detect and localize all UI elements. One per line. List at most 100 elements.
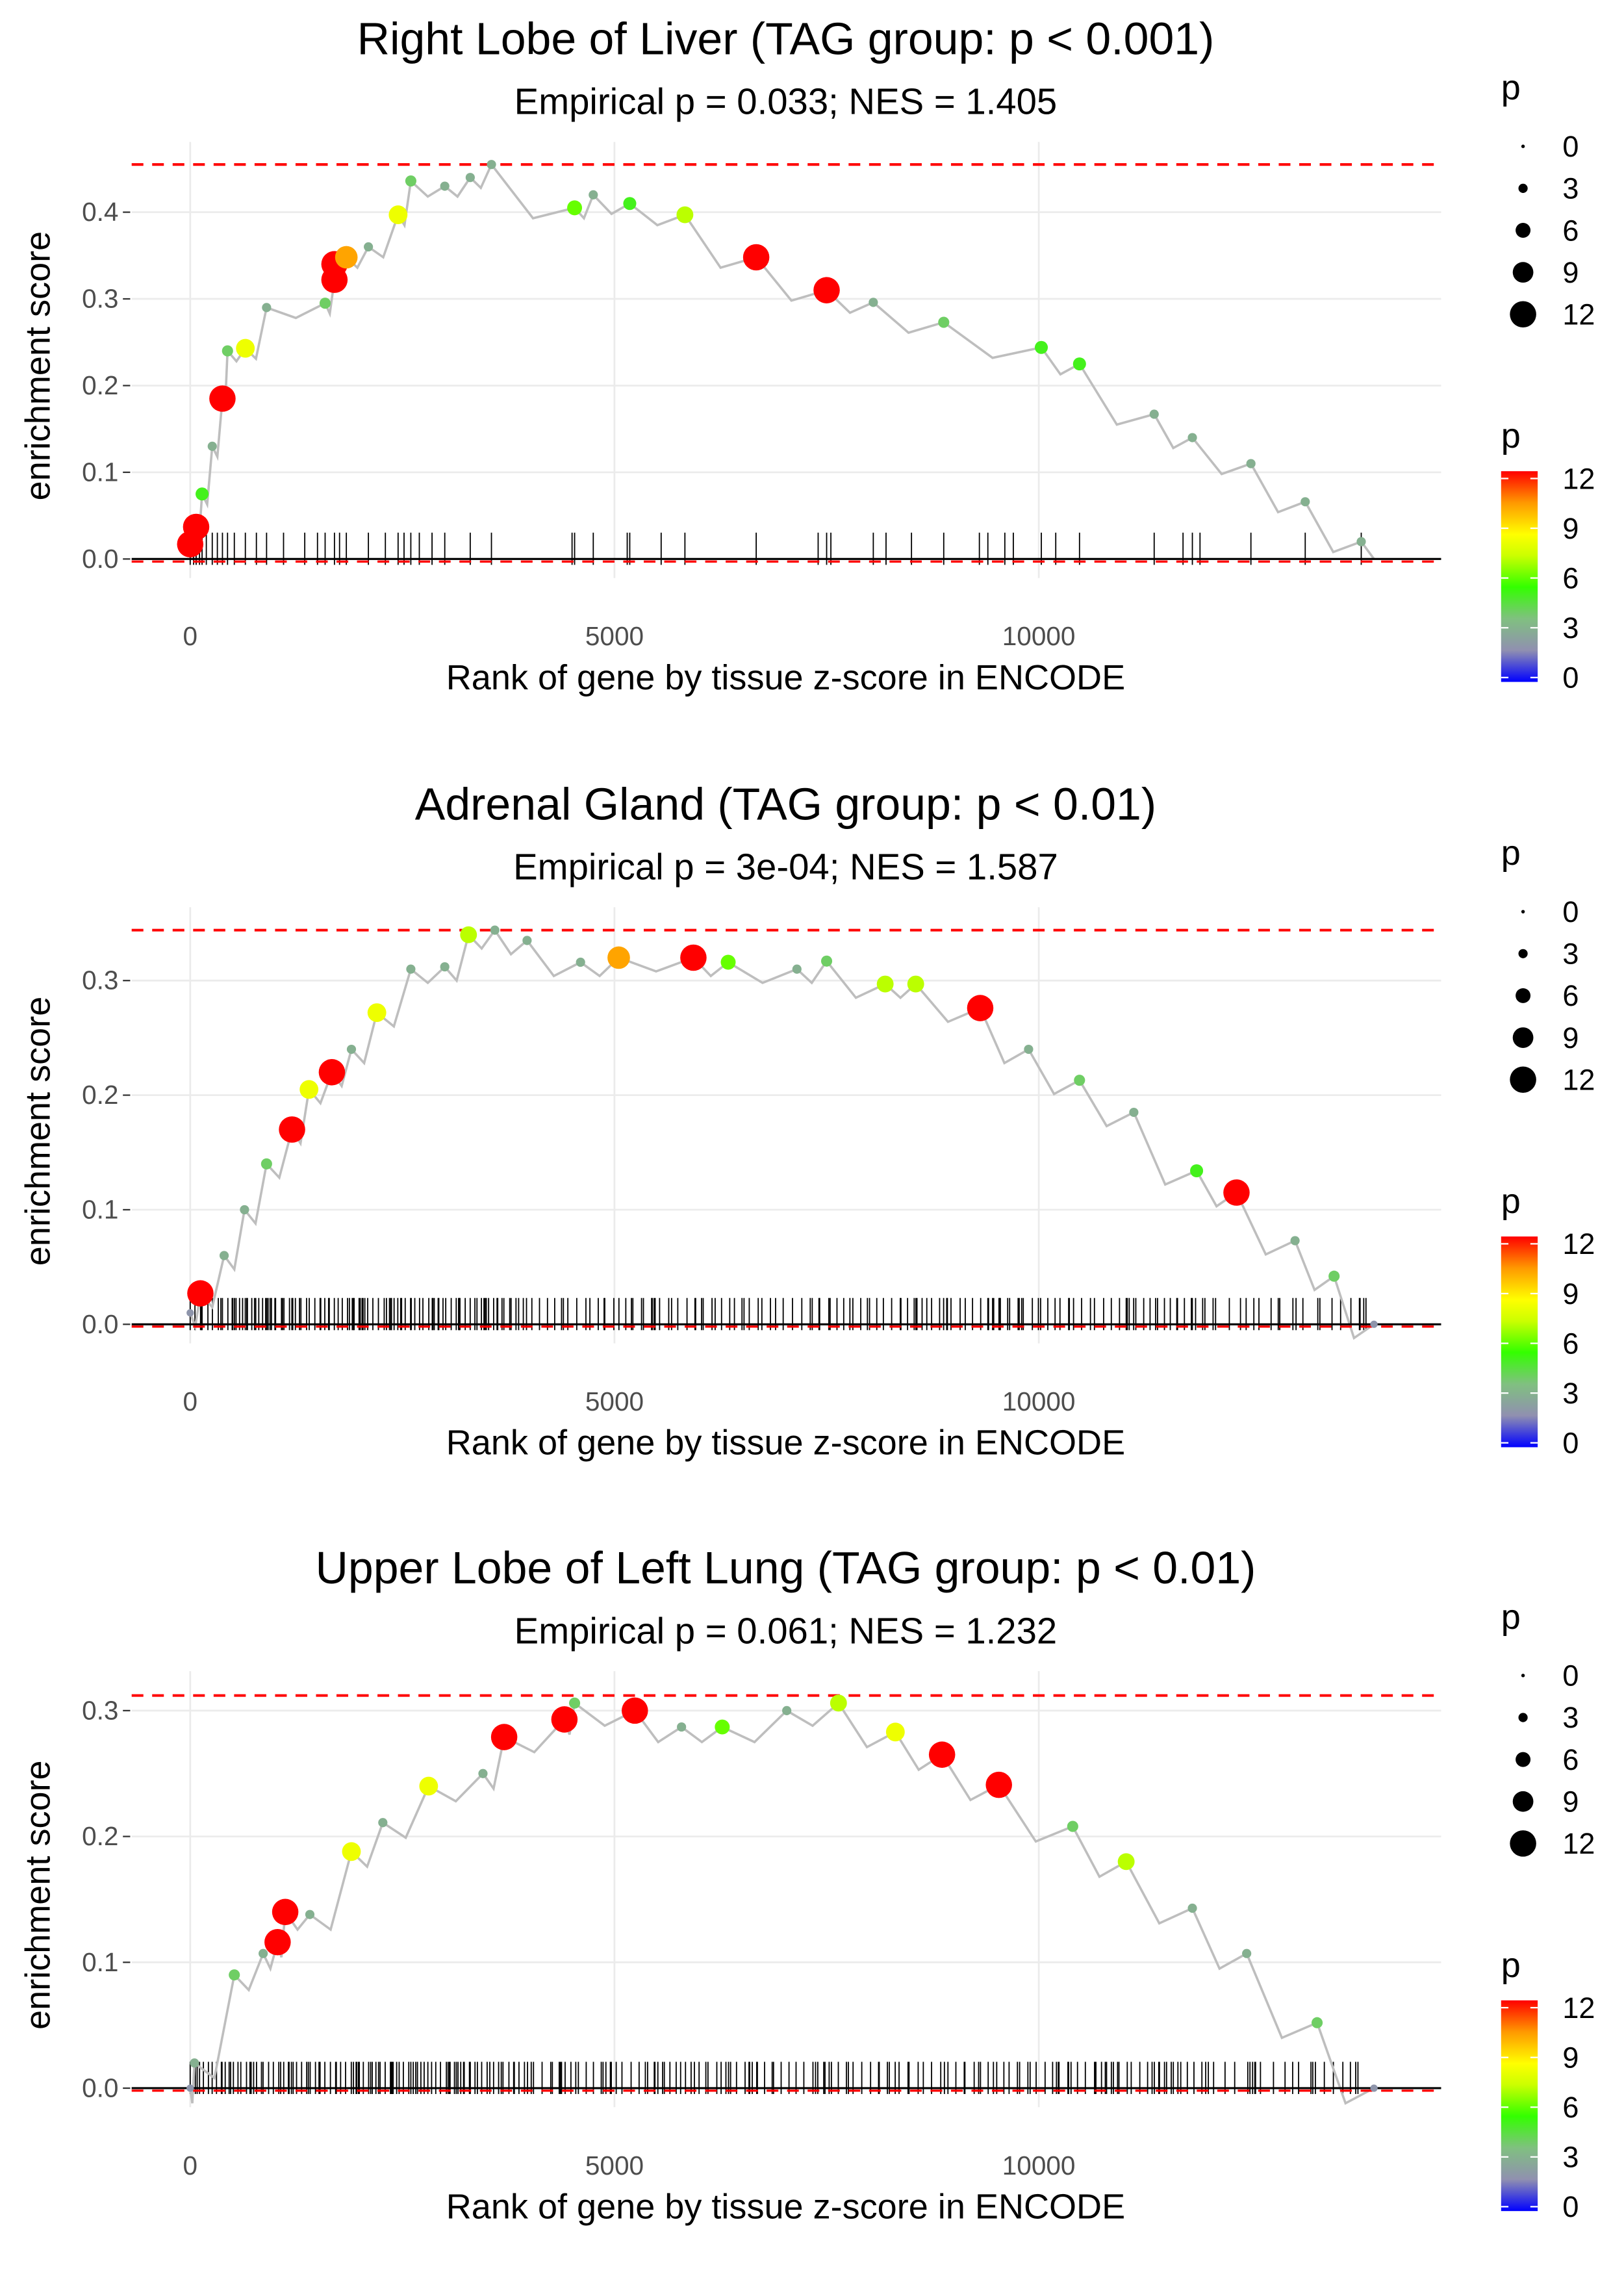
color-legend-title: p bbox=[1501, 416, 1521, 455]
x-tick-label: 0 bbox=[183, 1386, 198, 1416]
color-legend-label: 3 bbox=[1562, 1377, 1579, 1410]
color-legend-label: 0 bbox=[1562, 2190, 1579, 2223]
size-legend-label: 3 bbox=[1562, 938, 1579, 971]
hit-point bbox=[869, 298, 878, 307]
hit-point bbox=[264, 1929, 291, 1956]
chart-title: Right Lobe of Liver (TAG group: p < 0.00… bbox=[357, 13, 1215, 64]
hit-point bbox=[1129, 1107, 1139, 1118]
panel-2: 0 5000 10000 0.0 0.1 0.2 0.3 Adrenal Gland (TAG… bbox=[19, 778, 1595, 1462]
chart-title: Adrenal Gland (TAG group: p < 0.01) bbox=[415, 778, 1156, 829]
hit-point bbox=[465, 173, 475, 183]
hit-point bbox=[607, 946, 630, 969]
y-tick-label: 0.2 bbox=[82, 1080, 118, 1110]
y-tick-label: 0.0 bbox=[82, 544, 118, 574]
hit-point bbox=[405, 175, 416, 187]
hit-point bbox=[236, 339, 255, 358]
hit-point bbox=[262, 303, 272, 313]
hit-point bbox=[680, 944, 707, 971]
y-tick-label: 0.3 bbox=[82, 284, 118, 314]
panel-3: 0 5000 10000 0.0 0.1 0.2 0.3 Upper Lobe of Left… bbox=[19, 1542, 1595, 2226]
size-legend-dot bbox=[1518, 1713, 1528, 1722]
hit-point bbox=[1072, 357, 1086, 371]
hit-point bbox=[335, 246, 358, 269]
color-legend-label: 6 bbox=[1562, 561, 1579, 594]
hit-point bbox=[938, 316, 950, 328]
hit-point bbox=[318, 1059, 346, 1086]
hit-point bbox=[1356, 537, 1366, 546]
hit-point bbox=[576, 957, 585, 967]
color-legend-label: 12 bbox=[1562, 462, 1595, 495]
size-legend-title: p bbox=[1501, 834, 1521, 873]
hit-point bbox=[551, 1706, 578, 1733]
hit-point bbox=[985, 1771, 1012, 1798]
x-tick-label: 10000 bbox=[1002, 621, 1076, 651]
hit-point bbox=[229, 1969, 240, 1981]
y-tick-label: 0.2 bbox=[82, 1821, 118, 1851]
hit-point bbox=[419, 1776, 438, 1796]
hit-point bbox=[490, 1724, 518, 1750]
hit-point bbox=[259, 1948, 268, 1958]
size-legend-label: 0 bbox=[1562, 895, 1579, 928]
hit-point bbox=[319, 298, 331, 309]
x-tick-label: 10000 bbox=[1002, 2151, 1076, 2180]
chart-subtitle: Empirical p = 0.061; NES = 1.232 bbox=[514, 1610, 1058, 1651]
hit-point bbox=[460, 926, 477, 943]
enrichment-curve bbox=[189, 928, 1375, 1340]
hit-point bbox=[196, 487, 209, 501]
x-tick-label: 5000 bbox=[585, 2151, 644, 2180]
hit-point bbox=[907, 975, 924, 993]
hit-point bbox=[830, 1694, 847, 1712]
hit-point bbox=[1190, 1164, 1204, 1177]
x-axis-label: Rank of gene by tissue z-score in ENCODE bbox=[446, 1424, 1125, 1463]
size-legend-label: 0 bbox=[1562, 1659, 1579, 1693]
hit-point bbox=[183, 513, 210, 541]
size-legend-dot bbox=[1512, 262, 1534, 283]
hit-point bbox=[876, 975, 894, 993]
size-legend-label: 3 bbox=[1562, 1701, 1579, 1734]
y-tick-label: 0.2 bbox=[82, 370, 118, 400]
x-axis-label: Rank of gene by tissue z-score in ENCODE bbox=[446, 658, 1125, 697]
y-tick-label: 0.0 bbox=[82, 1309, 118, 1339]
hit-point bbox=[305, 1910, 315, 1919]
hit-point bbox=[885, 1722, 905, 1742]
size-legend-dot bbox=[1521, 1674, 1525, 1678]
hit-point bbox=[272, 1898, 299, 1926]
size-legend-label: 9 bbox=[1562, 1785, 1579, 1819]
y-tick-label: 0.1 bbox=[82, 1947, 118, 1977]
hit-point bbox=[715, 1719, 730, 1735]
hit-point bbox=[813, 277, 840, 303]
hit-point bbox=[186, 1309, 194, 1317]
color-legend-bar bbox=[1501, 1236, 1538, 1448]
size-legend-title: p bbox=[1501, 68, 1521, 107]
chart-subtitle: Empirical p = 0.033; NES = 1.405 bbox=[514, 81, 1058, 122]
chart-subtitle: Empirical p = 3e-04; NES = 1.587 bbox=[513, 847, 1058, 888]
hit-point bbox=[1370, 1320, 1378, 1328]
y-tick-label: 0.4 bbox=[82, 197, 118, 227]
color-legend-label: 12 bbox=[1562, 1991, 1595, 2025]
hit-point bbox=[378, 1818, 388, 1828]
hit-point bbox=[568, 1697, 581, 1709]
hit-point bbox=[222, 345, 233, 357]
hit-point bbox=[346, 1044, 357, 1054]
color-legend-label: 9 bbox=[1562, 512, 1579, 545]
hit-point bbox=[622, 1697, 648, 1724]
hit-point bbox=[1074, 1075, 1085, 1086]
color-legend-bar bbox=[1501, 471, 1538, 682]
y-tick-label: 0.1 bbox=[82, 457, 118, 487]
hit-point bbox=[1149, 409, 1159, 419]
color-legend-label: 9 bbox=[1562, 2041, 1579, 2074]
color-legend-label: 0 bbox=[1562, 661, 1579, 695]
color-legend-title: p bbox=[1501, 1182, 1521, 1221]
size-legend-dot bbox=[1510, 301, 1536, 328]
hit-point bbox=[207, 441, 217, 451]
size-legend-label: 3 bbox=[1562, 172, 1579, 205]
hit-point bbox=[219, 1251, 229, 1260]
size-legend-label: 6 bbox=[1562, 214, 1579, 247]
hit-point bbox=[967, 995, 994, 1021]
hit-point bbox=[1187, 1903, 1197, 1913]
size-legend-dot bbox=[1510, 1830, 1536, 1857]
y-axis-label: enrichment score bbox=[19, 231, 58, 501]
size-legend-title: p bbox=[1501, 1598, 1521, 1637]
size-legend-dot bbox=[1516, 988, 1531, 1003]
